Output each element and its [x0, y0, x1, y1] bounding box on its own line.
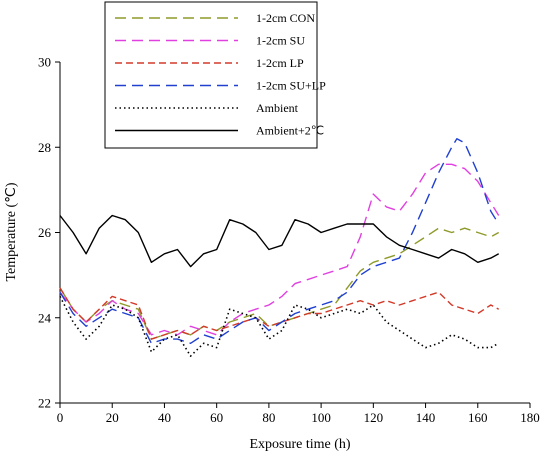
legend: 1-2cm CON 1-2cm SU 1-2cm LP 1-2cm SU+LP Ambi… — [104, 1, 326, 149]
plot-area: 0 20 40 60 80 100 120 140 160 180 22 24 26 28 30 — [38, 55, 540, 426]
y-tick-label: 22 — [38, 396, 51, 411]
legend-label-3: 1-2cm LP — [256, 56, 304, 70]
x-tick-label: 140 — [416, 410, 436, 425]
y-tick-label: 26 — [38, 225, 52, 240]
legend-label-1: 1-2cm CON — [256, 11, 315, 25]
x-axis-label: Exposure time (h) — [249, 437, 350, 452]
series-line-2 — [59, 163, 500, 336]
legend-items: 1-2cm CON 1-2cm SU 1-2cm LP 1-2cm SU+LP Ambi… — [115, 11, 326, 138]
y-tick-label: 30 — [38, 55, 51, 70]
series-line-4 — [59, 137, 500, 344]
x-tick-label: 40 — [158, 410, 171, 425]
series-line-1 — [59, 227, 500, 340]
y-ticks: 22 24 26 28 30 — [38, 55, 60, 411]
legend-box — [104, 1, 318, 149]
series-line-6 — [59, 214, 500, 268]
series-line-5 — [59, 296, 500, 357]
x-tick-label: 120 — [364, 410, 384, 425]
x-tick-label: 20 — [106, 410, 119, 425]
y-axis-label: Temperature (℃) — [4, 182, 19, 281]
legend-label-5: Ambient — [256, 101, 299, 115]
x-tick-label: 100 — [311, 410, 331, 425]
legend-label-4: 1-2cm SU+LP — [256, 79, 326, 93]
y-tick-label: 28 — [38, 140, 51, 155]
series-line-3 — [59, 287, 500, 340]
legend-label-6: Ambient+2℃ — [256, 124, 324, 138]
x-tick-label: 0 — [57, 410, 64, 425]
y-tick-label: 24 — [38, 310, 52, 325]
x-tick-label: 160 — [468, 410, 488, 425]
series-group — [59, 137, 500, 357]
x-tick-label: 180 — [520, 410, 540, 425]
x-tick-label: 80 — [262, 410, 275, 425]
x-tick-label: 60 — [210, 410, 223, 425]
legend-label-2: 1-2cm SU — [256, 34, 305, 48]
x-ticks: 0 20 40 60 80 100 120 140 160 180 — [57, 403, 540, 425]
